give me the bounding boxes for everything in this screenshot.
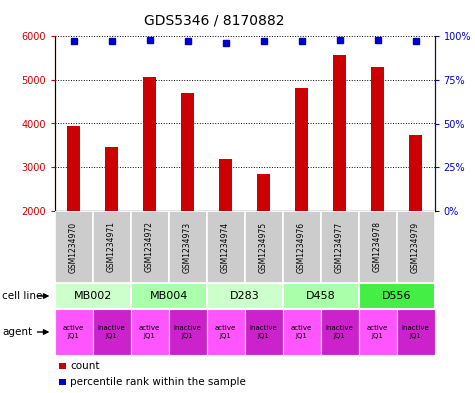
- Text: inactive
JQ1: inactive JQ1: [174, 325, 201, 339]
- Text: GSM1234973: GSM1234973: [183, 221, 192, 273]
- Bar: [257, 174, 270, 211]
- Bar: [131, 211, 169, 283]
- Bar: [283, 283, 359, 309]
- Bar: [359, 309, 397, 355]
- Text: GSM1234974: GSM1234974: [221, 221, 230, 273]
- Bar: [245, 309, 283, 355]
- Text: active
JQ1: active JQ1: [139, 325, 160, 339]
- Text: D283: D283: [230, 291, 259, 301]
- Bar: [55, 309, 93, 355]
- Bar: [283, 309, 321, 355]
- Bar: [321, 211, 359, 283]
- Bar: [359, 211, 397, 283]
- Bar: [359, 283, 435, 309]
- Bar: [67, 126, 80, 211]
- Text: active
JQ1: active JQ1: [367, 325, 388, 339]
- Bar: [55, 283, 131, 309]
- Bar: [207, 211, 245, 283]
- Bar: [321, 309, 359, 355]
- Text: GSM1234976: GSM1234976: [297, 221, 306, 273]
- Text: GSM1234971: GSM1234971: [107, 222, 116, 272]
- Bar: [55, 211, 93, 283]
- Text: active
JQ1: active JQ1: [291, 325, 312, 339]
- Bar: [295, 88, 308, 211]
- Bar: [169, 309, 207, 355]
- Bar: [219, 160, 232, 211]
- Text: GDS5346 / 8170882: GDS5346 / 8170882: [143, 14, 284, 28]
- Text: MB002: MB002: [74, 291, 112, 301]
- Text: GSM1234978: GSM1234978: [373, 222, 382, 272]
- Bar: [333, 55, 346, 211]
- Text: MB004: MB004: [150, 291, 188, 301]
- Text: inactive
JQ1: inactive JQ1: [250, 325, 277, 339]
- Bar: [397, 211, 435, 283]
- Text: active
JQ1: active JQ1: [215, 325, 236, 339]
- Text: D556: D556: [382, 291, 411, 301]
- Text: GSM1234972: GSM1234972: [145, 222, 154, 272]
- Text: inactive
JQ1: inactive JQ1: [326, 325, 353, 339]
- Bar: [409, 135, 422, 211]
- Bar: [207, 283, 283, 309]
- Bar: [397, 309, 435, 355]
- Text: inactive
JQ1: inactive JQ1: [402, 325, 429, 339]
- Bar: [93, 211, 131, 283]
- Text: agent: agent: [2, 327, 32, 337]
- Bar: [93, 309, 131, 355]
- Bar: [245, 211, 283, 283]
- Bar: [131, 283, 207, 309]
- Text: inactive
JQ1: inactive JQ1: [98, 325, 125, 339]
- Bar: [59, 363, 66, 369]
- Text: GSM1234977: GSM1234977: [335, 221, 344, 273]
- Text: percentile rank within the sample: percentile rank within the sample: [70, 377, 246, 387]
- Bar: [207, 309, 245, 355]
- Text: count: count: [70, 361, 100, 371]
- Text: GSM1234975: GSM1234975: [259, 221, 268, 273]
- Text: GSM1234970: GSM1234970: [69, 221, 78, 273]
- Text: D458: D458: [306, 291, 335, 301]
- Text: cell line: cell line: [2, 291, 43, 301]
- Bar: [181, 93, 194, 211]
- Bar: [59, 379, 66, 385]
- Bar: [143, 77, 156, 211]
- Bar: [131, 309, 169, 355]
- Text: active
JQ1: active JQ1: [63, 325, 84, 339]
- Bar: [169, 211, 207, 283]
- Bar: [105, 147, 118, 211]
- Text: GSM1234979: GSM1234979: [411, 221, 420, 273]
- Bar: [283, 211, 321, 283]
- Bar: [371, 67, 384, 211]
